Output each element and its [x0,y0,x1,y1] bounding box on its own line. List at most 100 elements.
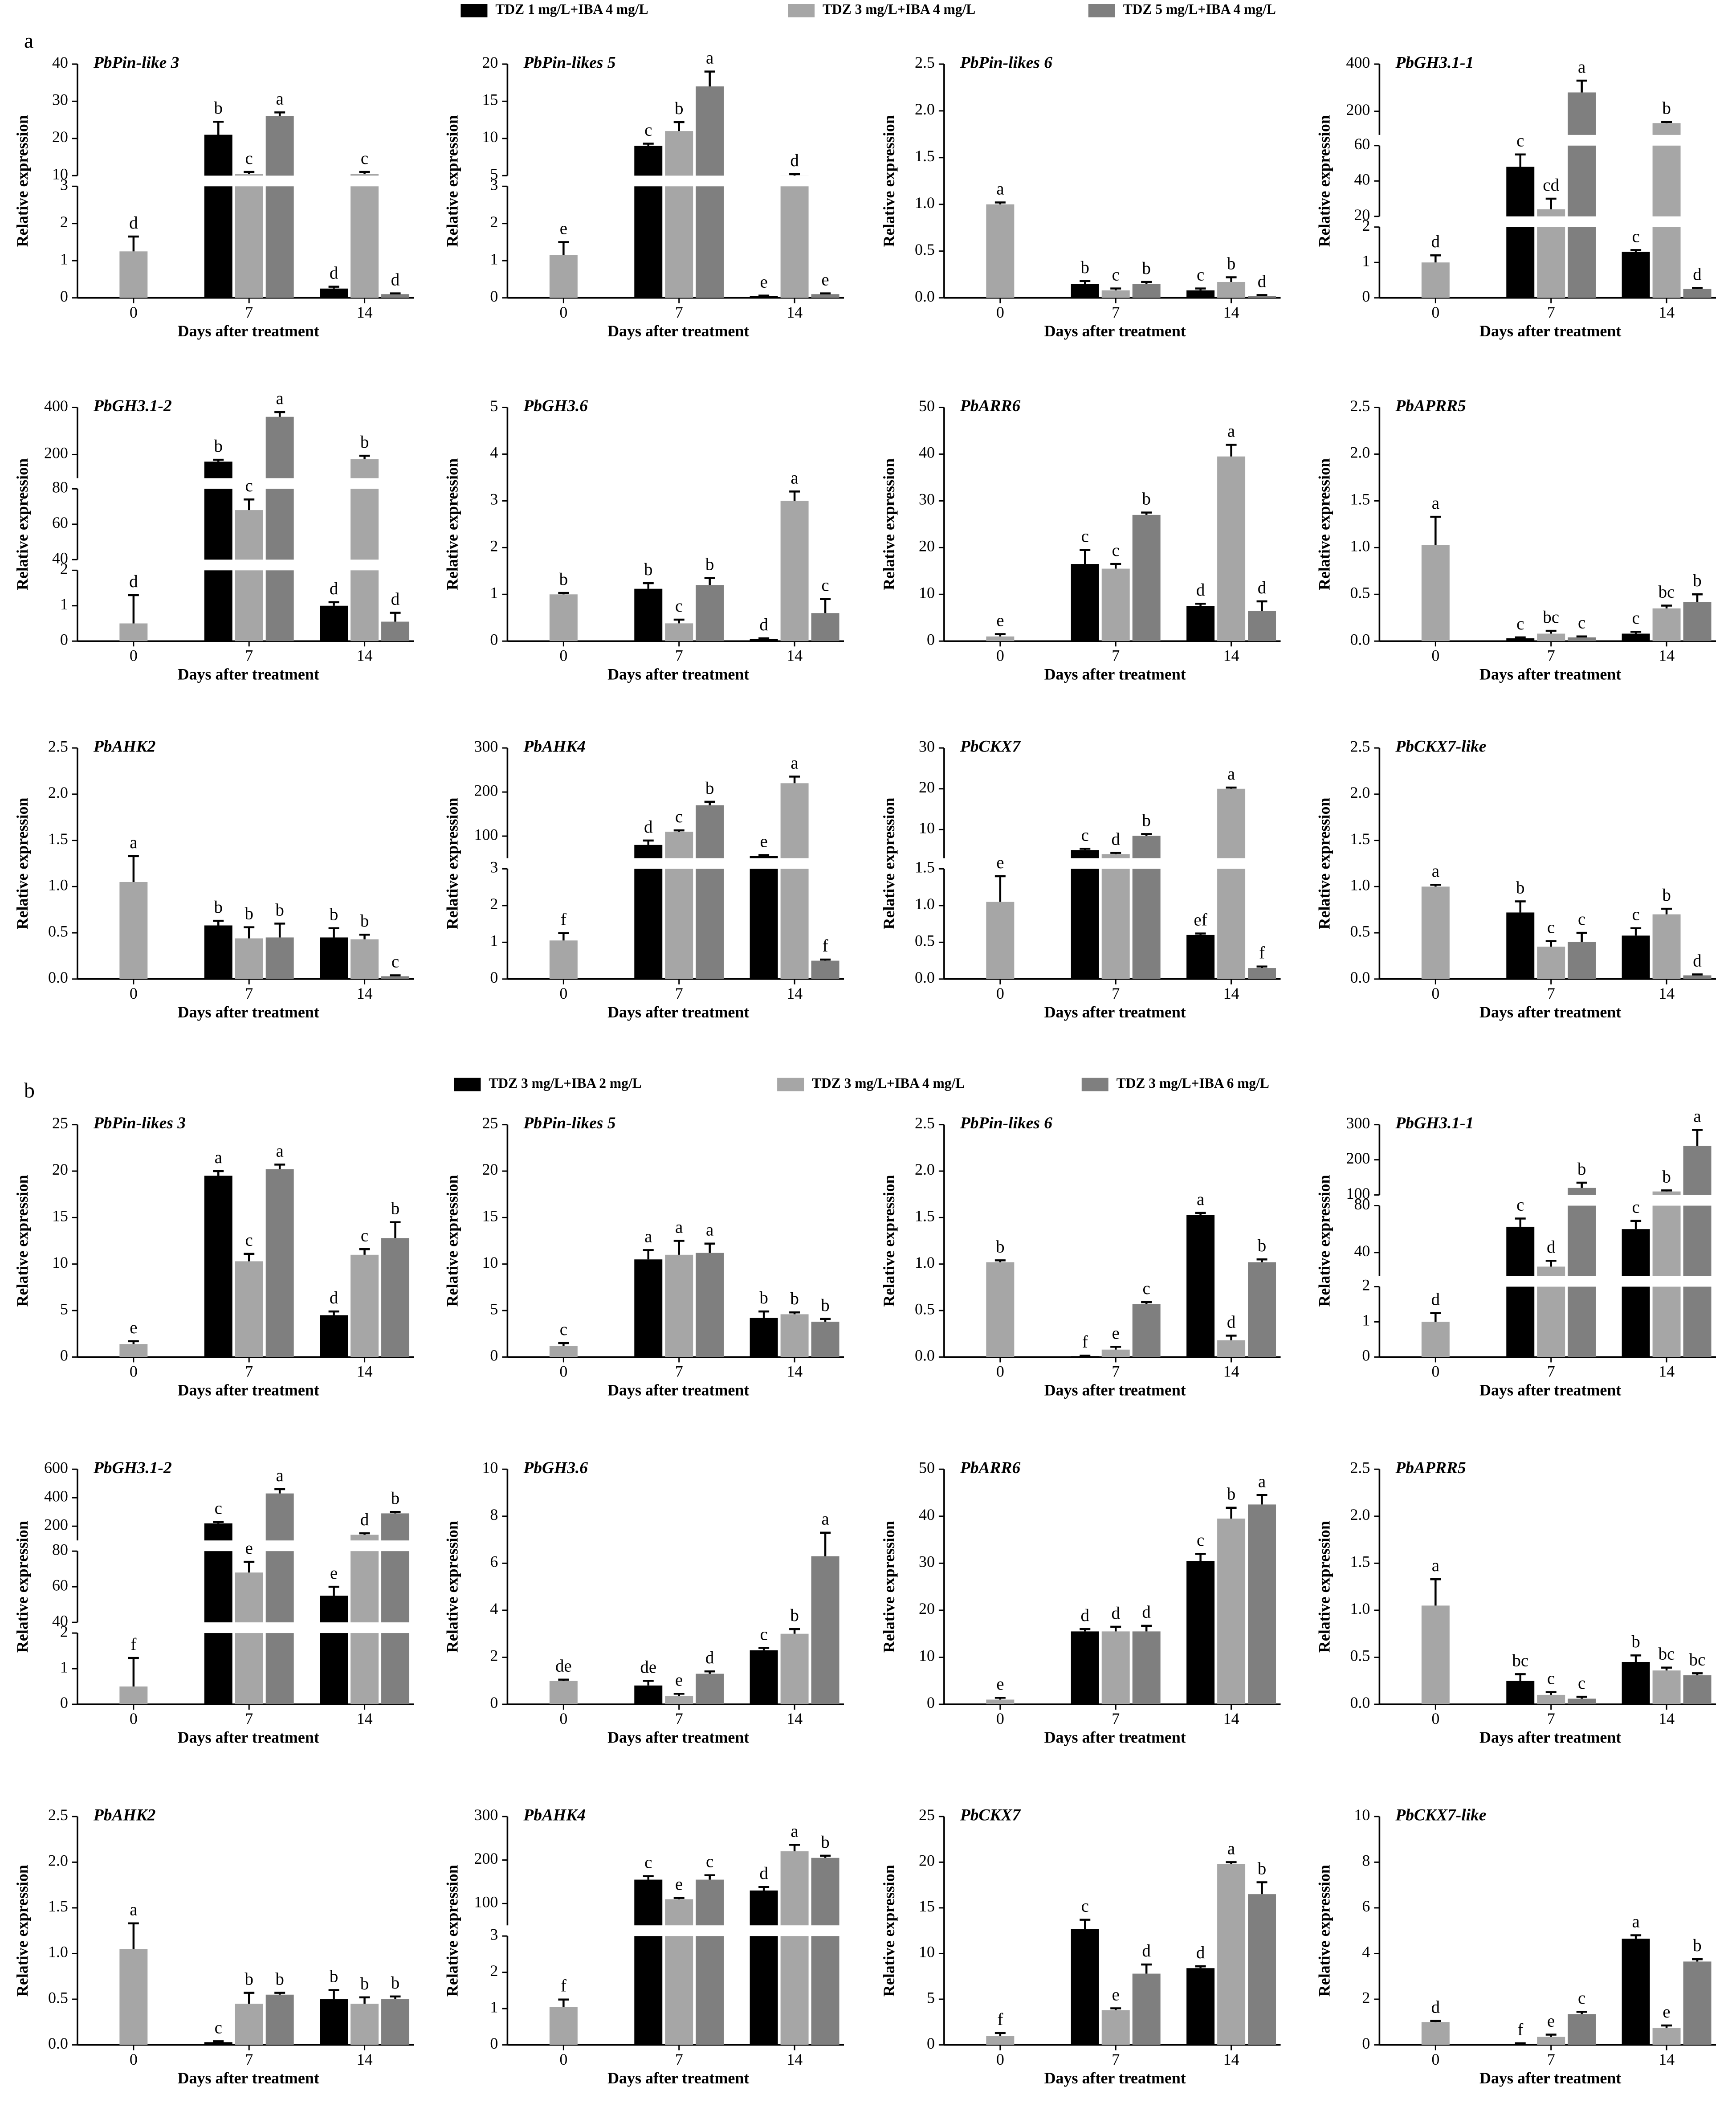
significance-letter: b [360,1974,369,1993]
significance-letter: a [821,1510,829,1529]
y-tick-label: 2 [490,1962,498,1980]
y-tick-label: 0 [490,287,498,305]
bar [1652,2028,1681,2045]
y-tick-label: 100 [474,825,498,843]
bar [1537,2037,1565,2045]
y-tick-label: 0.0 [1350,968,1370,986]
bar [750,638,778,641]
significance-letter: e [1112,1985,1120,2004]
x-tick-label: 0 [1431,2050,1439,2068]
significance-letter: f [561,1976,566,1996]
y-axis-label: Relative expression [444,1175,461,1307]
significance-letter: d [759,615,768,634]
x-tick-label: 7 [245,1710,253,1727]
bar [1421,1322,1450,1357]
x-tick-label: 14 [786,646,803,664]
chart-title: PbCKX7-like [1395,1806,1486,1824]
bar [235,174,263,298]
y-tick-label: 0.0 [915,287,935,305]
significance-letter: d [1142,1603,1151,1622]
bar [119,1949,148,2045]
y-axis-label: Relative expression [13,458,31,590]
y-tick-label: 40 [52,549,68,567]
y-tick-label: 0 [60,1694,68,1711]
bar [1568,637,1596,641]
bar [320,1596,348,1704]
bar [1683,1675,1712,1704]
bar [665,1899,693,2045]
y-tick-label: 10 [919,1647,935,1665]
y-tick-label: 8 [1362,1852,1370,1870]
bar [549,1346,578,1357]
x-tick-label: 14 [1659,1710,1675,1727]
bar [1186,1561,1215,1704]
significance-letter: e [996,1674,1004,1694]
significance-letter: d [391,590,400,609]
x-tick-label: 0 [559,1710,567,1727]
significance-letter: b [1081,258,1089,277]
bar [1683,975,1712,979]
bar [986,1699,1015,1704]
bar [381,1238,410,1357]
legend-label: TDZ 5 mg/L+IBA 4 mg/L [1123,1,1276,17]
bar [696,1879,724,2045]
y-tick-label: 2.0 [48,784,68,801]
y-tick-label: 0.5 [915,932,935,950]
x-tick-label: 0 [559,303,567,321]
bar [750,1891,778,2045]
y-axis-label: Relative expression [1316,1521,1333,1653]
chart-title: PbGH3.1-1 [1395,54,1474,72]
significance-letter: c [1632,227,1639,246]
y-tick-label: 15 [52,1207,68,1225]
y-tick-label: 6 [1362,1897,1370,1915]
x-tick-label: 14 [786,303,803,321]
x-tick-label: 14 [1659,303,1675,321]
significance-letter: c [1081,1897,1089,1916]
significance-letter: c [821,576,829,595]
significance-letter: a [276,1141,284,1160]
bar [696,1674,724,1704]
y-tick-label: 1 [490,1998,498,2016]
x-tick-label: 14 [357,1710,373,1727]
significance-letter: a [1227,764,1235,784]
significance-letter: c [1578,910,1585,929]
bar [1248,968,1276,979]
x-tick-label: 14 [786,984,803,1002]
y-tick-label: 15 [482,91,498,109]
x-tick-label: 7 [1547,646,1555,664]
bar [1101,2010,1130,2045]
x-tick-label: 14 [1659,646,1675,664]
bar [265,1994,294,2045]
significance-letter: b [330,905,338,924]
y-tick-label: 30 [919,1553,935,1571]
y-tick-label: 2.5 [48,737,68,755]
x-axis-label: Days after treatment [1479,1728,1621,1746]
significance-letter: b [1142,811,1150,830]
y-tick-label: 1.0 [48,1943,68,1961]
y-axis-label: Relative expression [880,115,898,247]
significance-letter: e [1663,2002,1670,2021]
significance-letter: b [275,900,284,919]
bar [1683,602,1712,641]
y-tick-label: 3 [60,176,68,194]
y-tick-label: 2.5 [48,1806,68,1824]
bar [119,251,148,298]
significance-letter: c [1632,1198,1639,1217]
y-tick-label: 50 [919,1459,935,1477]
bar [1101,290,1130,298]
x-tick-label: 7 [245,2050,253,2068]
x-axis-label: Days after treatment [607,1003,749,1021]
y-tick-label: 200 [1346,101,1370,118]
bar [204,2042,232,2045]
y-tick-label: 0.0 [48,968,68,986]
significance-letter: e [996,853,1004,872]
chart-title: PbCKX7-like [1395,738,1486,756]
significance-letter: a [706,1221,713,1240]
x-tick-label: 14 [786,1710,803,1727]
bar [1101,854,1130,979]
axis-break [78,478,414,489]
significance-letter: d [1196,1943,1205,1962]
y-axis-label: Relative expression [1316,115,1333,247]
x-tick-label: 0 [559,984,567,1002]
bar [1132,514,1161,641]
